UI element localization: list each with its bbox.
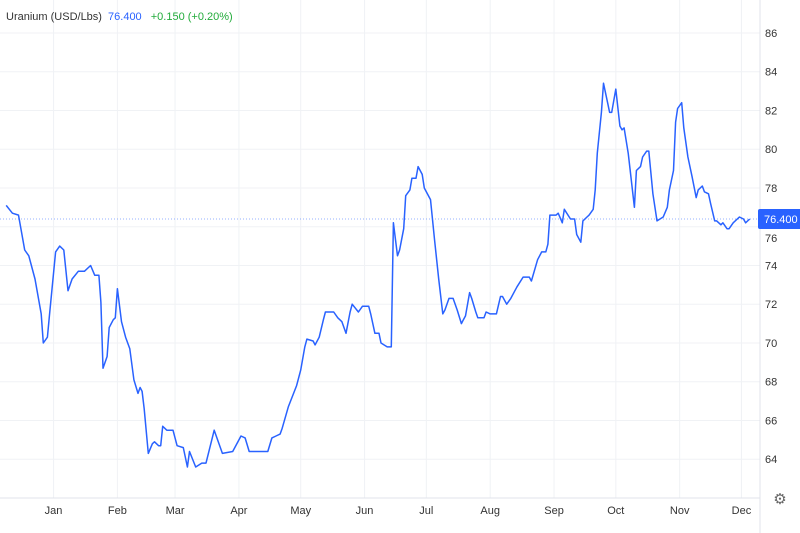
x-tick-label: Mar xyxy=(166,505,185,517)
y-tick-label: 72 xyxy=(765,299,777,311)
y-tick-label: 74 xyxy=(765,260,777,272)
gear-icon[interactable]: ⚙ xyxy=(773,491,787,508)
x-tick-label: Jan xyxy=(45,505,63,517)
y-tick-label: 68 xyxy=(765,377,777,389)
legend-symbol-name: Uranium (USD/Lbs) xyxy=(6,11,102,23)
last-price-label: 76.400 xyxy=(758,208,800,229)
x-tick-label: Oct xyxy=(607,505,624,517)
y-tick-label: 80 xyxy=(765,144,777,156)
x-tick-label: Feb xyxy=(108,505,127,517)
y-tick-label: 76 xyxy=(765,233,777,245)
x-tick-label: Dec xyxy=(732,505,752,517)
x-tick-label: Sep xyxy=(544,505,564,517)
y-tick-label: 78 xyxy=(765,183,777,195)
last-price-label-bg xyxy=(758,208,800,229)
y-tick-label: 84 xyxy=(765,67,777,79)
x-tick-label: May xyxy=(290,505,311,517)
series-line xyxy=(5,82,751,468)
y-tick-label: 70 xyxy=(765,338,777,350)
chart-legend: Uranium (USD/Lbs) 76.400 +0.150 (+0.20%) xyxy=(6,11,233,23)
x-tick-label: Nov xyxy=(670,505,690,517)
y-tick-label: 82 xyxy=(765,105,777,117)
y-tick-label: 64 xyxy=(765,454,777,466)
y-tick-label: 66 xyxy=(765,415,777,427)
y-axis: 64 66 68 70 72 74 76 78 80 82 84 86 xyxy=(759,0,777,533)
x-tick-label: Jun xyxy=(356,505,374,517)
legend-change: +0.150 (+0.20%) xyxy=(150,11,233,23)
x-axis: Jan Feb Mar Apr May Jun Jul Aug Sep Oct Nov Dec xyxy=(0,497,760,517)
x-tick-label: Aug xyxy=(480,505,500,517)
y-tick-label: 86 xyxy=(765,28,777,40)
last-price-label-text: 76.400 xyxy=(764,214,798,226)
x-tick-label: Jul xyxy=(419,505,433,517)
x-tick-label: Apr xyxy=(230,505,247,517)
grid xyxy=(0,0,760,498)
legend-last-value: 76.400 xyxy=(108,11,142,23)
